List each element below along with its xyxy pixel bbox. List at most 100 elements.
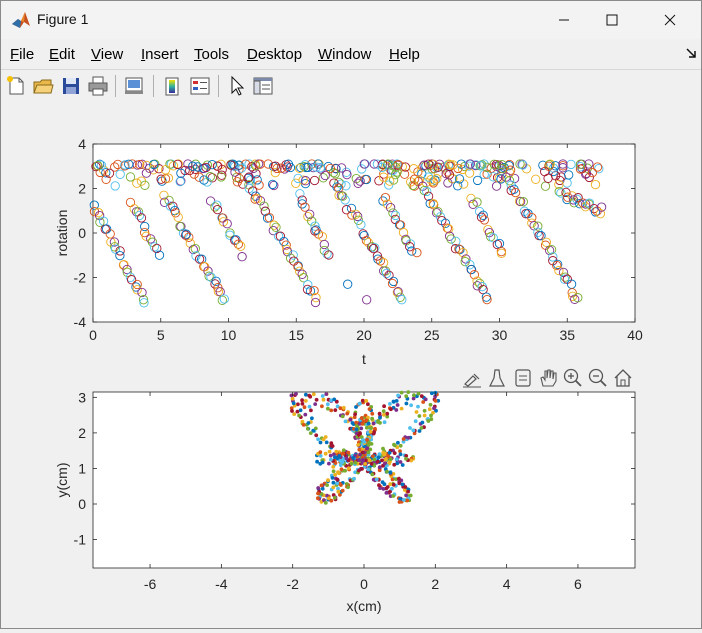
rotation-point bbox=[138, 295, 149, 305]
pan-icon[interactable] bbox=[540, 369, 557, 387]
open-file-icon[interactable] bbox=[32, 75, 54, 97]
rotation-point bbox=[297, 199, 307, 209]
rotation-point bbox=[497, 159, 507, 170]
zoom-out-icon[interactable] bbox=[588, 368, 607, 387]
butterfly-point bbox=[341, 448, 346, 453]
butterfly-point bbox=[365, 437, 369, 442]
rotation-point bbox=[341, 181, 351, 191]
rotation-point bbox=[387, 278, 398, 289]
rotation-point bbox=[405, 242, 415, 252]
rotation-point bbox=[482, 169, 492, 179]
rotation-point bbox=[505, 165, 516, 175]
rotation-point bbox=[370, 243, 380, 253]
butterfly-point bbox=[334, 399, 339, 404]
data-cursor-icon[interactable] bbox=[489, 369, 505, 387]
rotation-point bbox=[380, 192, 391, 203]
rotation-point bbox=[183, 159, 193, 169]
butterfly-point bbox=[388, 457, 393, 461]
menu-view[interactable]: View bbox=[91, 46, 124, 63]
rotation-point bbox=[190, 159, 201, 169]
print-icon[interactable] bbox=[87, 75, 109, 97]
rotation-point bbox=[422, 186, 432, 197]
x-tick-label: 10 bbox=[221, 327, 237, 343]
plot-area[interactable] bbox=[92, 143, 636, 323]
rotation-point bbox=[372, 159, 383, 169]
home-icon[interactable] bbox=[614, 369, 632, 387]
rotation-point bbox=[587, 167, 598, 178]
rotation-point bbox=[296, 162, 306, 173]
x-tick-label: 6 bbox=[574, 576, 582, 592]
property-inspector-icon[interactable] bbox=[252, 75, 274, 97]
rotation-point bbox=[575, 164, 586, 174]
butterfly-point bbox=[398, 452, 403, 457]
rotation-point bbox=[482, 294, 492, 305]
butterfly-point bbox=[316, 437, 320, 442]
menu-insert[interactable]: Insert bbox=[141, 46, 179, 63]
x-tick-labels: -6 -4 -2 0 2 4 6 bbox=[144, 392, 582, 592]
rotation-point bbox=[563, 192, 573, 202]
edit-plot-icon[interactable] bbox=[226, 75, 248, 97]
y-tick-label: 1 bbox=[78, 460, 86, 476]
link-plot-icon[interactable] bbox=[123, 75, 145, 97]
rotation-point bbox=[267, 179, 278, 190]
rotation-point bbox=[545, 159, 555, 169]
butterfly-point bbox=[341, 405, 346, 410]
rotation-point bbox=[154, 250, 165, 260]
butterfly-point bbox=[325, 493, 329, 498]
brush-data-icon[interactable] bbox=[463, 373, 481, 388]
menu-tools[interactable]: Tools bbox=[194, 46, 230, 63]
y-tick-labels: -4 -2 0 2 4 bbox=[74, 136, 635, 330]
close-button[interactable] bbox=[647, 1, 693, 39]
rotation-point bbox=[398, 227, 409, 238]
y-axis-label: y(cm) bbox=[54, 463, 70, 498]
butterfly-point bbox=[429, 417, 434, 422]
rotation-point bbox=[193, 162, 203, 172]
butterfly-point bbox=[408, 426, 412, 430]
menu-file[interactable]: File bbox=[10, 46, 35, 63]
butterfly-point bbox=[369, 426, 373, 430]
new-figure-icon[interactable] bbox=[5, 75, 27, 97]
butterfly-point bbox=[325, 483, 329, 487]
menu-edit[interactable]: Edit bbox=[49, 46, 75, 63]
rotation-point bbox=[132, 279, 142, 290]
butterfly-point bbox=[337, 471, 341, 476]
butterfly-point bbox=[433, 394, 437, 399]
title-bar[interactable]: Figure 1 bbox=[1, 1, 701, 39]
rotation-point bbox=[147, 237, 158, 247]
butterfly-point bbox=[370, 416, 374, 421]
butterfly-point bbox=[300, 419, 305, 424]
rotation-point bbox=[232, 177, 243, 187]
zoom-in-icon[interactable] bbox=[563, 368, 582, 387]
minimize-button[interactable] bbox=[541, 1, 587, 39]
rotation-point bbox=[251, 161, 261, 171]
rotation-axes[interactable]: 0 5 10 15 20 25 30 35 40 -4 -2 0 2 4 t rotation bbox=[54, 136, 643, 367]
rotation-point bbox=[285, 253, 296, 263]
dock-arrow-icon[interactable] bbox=[685, 47, 697, 59]
butterfly-point bbox=[404, 401, 409, 406]
maximize-button[interactable] bbox=[589, 1, 635, 39]
butterfly-point bbox=[394, 477, 398, 481]
rotation-point bbox=[357, 164, 367, 174]
insert-legend-icon[interactable] bbox=[189, 75, 211, 97]
butterfly-axes[interactable]: -6 -4 -2 0 2 4 6 -1 0 1 2 3 x(cm) y(cm) bbox=[54, 389, 636, 614]
export-icon[interactable] bbox=[515, 369, 531, 387]
menu-window[interactable]: Window bbox=[318, 46, 372, 63]
rotation-point bbox=[110, 181, 120, 191]
rotation-point bbox=[556, 188, 566, 198]
butterfly-point bbox=[423, 397, 428, 402]
menu-help[interactable]: Help bbox=[389, 46, 420, 63]
butterfly-point bbox=[371, 421, 376, 426]
rotation-point bbox=[544, 161, 554, 171]
rotation-point bbox=[388, 276, 399, 287]
butterfly-point bbox=[397, 476, 401, 481]
save-icon[interactable] bbox=[60, 75, 82, 97]
rotation-point bbox=[342, 169, 352, 180]
menu-desktop[interactable]: Desktop bbox=[247, 46, 303, 63]
insert-colorbar-icon[interactable] bbox=[161, 75, 183, 97]
rotation-point bbox=[575, 162, 585, 172]
rotation-point bbox=[305, 209, 315, 219]
butterfly-point bbox=[403, 485, 408, 489]
butterfly-point bbox=[323, 435, 328, 439]
rotation-point bbox=[391, 162, 401, 172]
